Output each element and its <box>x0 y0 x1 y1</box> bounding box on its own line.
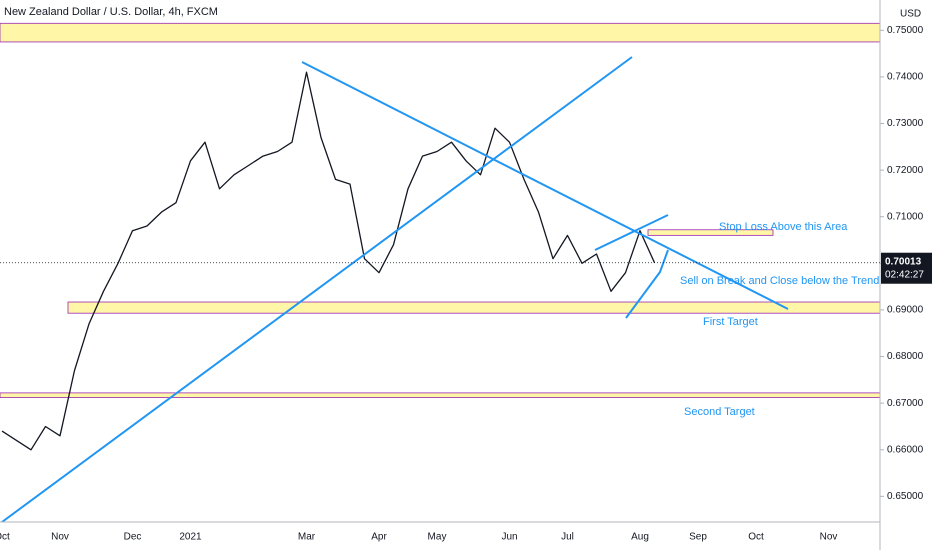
annotation: Stop Loss Above this Area <box>719 221 848 233</box>
x-tick-label: Dec <box>124 532 142 543</box>
trendline <box>301 61 789 310</box>
zone <box>0 22 880 43</box>
y-tick-label: 0.65000 <box>887 491 924 502</box>
y-tick-label: 0.71000 <box>887 211 924 222</box>
zone <box>0 392 880 398</box>
annotation: Sell on Break and Close below the Trendl… <box>680 275 896 287</box>
x-tick-label: Sep <box>689 532 707 543</box>
zone <box>67 301 880 314</box>
x-tick-label: 2021 <box>179 532 202 543</box>
x-tick-label: Jul <box>561 532 574 543</box>
x-tick-label: May <box>428 532 447 543</box>
x-tick-label: Jun <box>501 532 517 543</box>
x-tick-label: Mar <box>298 532 316 543</box>
trendline <box>1 56 633 522</box>
last-price-tag <box>881 252 932 284</box>
trendline <box>625 249 669 319</box>
x-tick-label: Oct <box>0 532 10 543</box>
y-tick-label: 0.75000 <box>887 25 924 36</box>
y-tick-label: 0.69000 <box>887 305 924 316</box>
x-tick-label: Apr <box>371 532 387 543</box>
axis-unit: USD <box>900 9 921 20</box>
trendline <box>594 214 669 251</box>
last-price-label: 0.70013 <box>885 256 922 267</box>
annotation: Second Target <box>684 406 755 418</box>
annotation: First Target <box>703 316 758 328</box>
x-tick-label: Nov <box>820 532 838 543</box>
y-tick-label: 0.73000 <box>887 118 924 129</box>
y-tick-label: 0.74000 <box>887 72 924 83</box>
y-tick-label: 0.72000 <box>887 165 924 176</box>
x-tick-label: Nov <box>51 532 69 543</box>
x-tick-label: Aug <box>631 532 649 543</box>
price-line <box>1 71 656 451</box>
y-tick-label: 0.66000 <box>887 444 924 455</box>
y-tick-label: 0.67000 <box>887 398 924 409</box>
chart-title: New Zealand Dollar / U.S. Dollar, 4h, FX… <box>4 6 218 18</box>
zone <box>647 229 774 236</box>
y-tick-label: 0.68000 <box>887 351 924 362</box>
trendlines <box>1 56 789 522</box>
countdown-label: 02:42:27 <box>885 269 924 280</box>
x-tick-label: Oct <box>748 532 764 543</box>
